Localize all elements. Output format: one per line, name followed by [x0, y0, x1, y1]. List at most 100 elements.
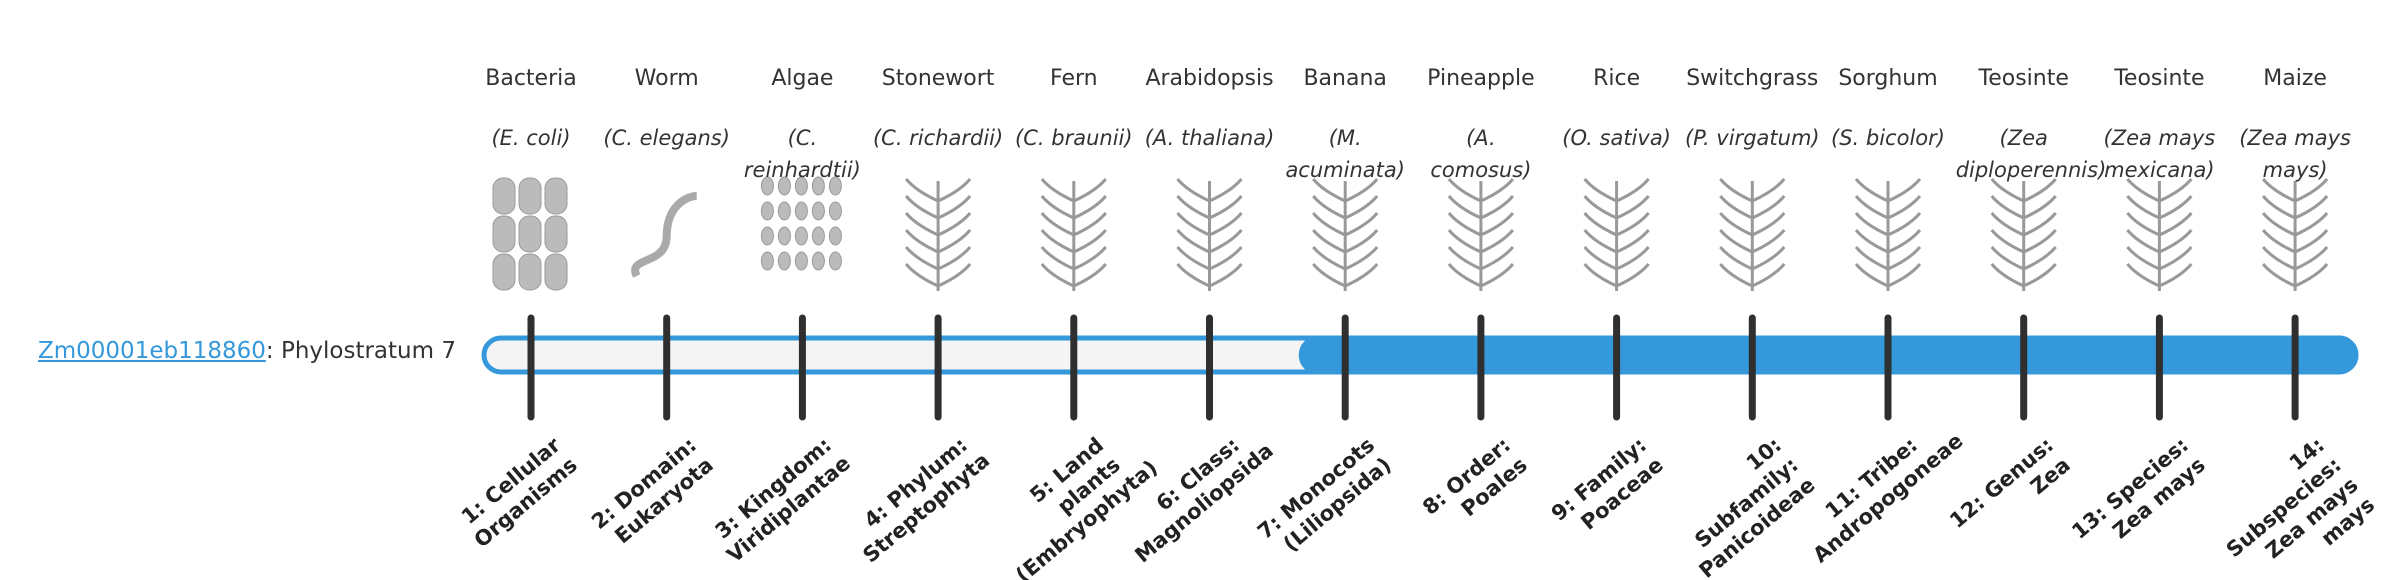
- organism-latin: (C. braunii): [1015, 126, 1133, 150]
- icon-part: [904, 246, 939, 271]
- icon-part: [2158, 246, 2193, 271]
- icon-part: [1480, 212, 1515, 237]
- organism-name: Maize: [2263, 66, 2327, 91]
- icon-part: [937, 263, 972, 288]
- icon-part: [777, 251, 791, 271]
- icon-part: [1312, 195, 1346, 220]
- icon-part: [904, 263, 939, 288]
- organism-icon: [760, 176, 842, 271]
- organism-name: Pineapple: [1427, 66, 1535, 91]
- icon-part: [1854, 263, 1889, 288]
- icon-part: [1073, 195, 1107, 220]
- icon-part: [777, 226, 791, 246]
- icon-part: [2294, 195, 2329, 220]
- icon-part: [2294, 229, 2329, 254]
- icon-part: [904, 178, 939, 203]
- organism-latin: (Zea mays mexicana): [2103, 126, 2216, 182]
- icon-part: [1447, 229, 1482, 254]
- icon-part: [2158, 195, 2193, 220]
- icon-part: [1312, 178, 1346, 203]
- organism-icon: [1447, 178, 1515, 291]
- icon-part: [1208, 229, 1243, 254]
- organism-icon: [2261, 178, 2329, 291]
- organism-name: Switchgrass: [1686, 66, 1819, 91]
- organism-latin: (O. sativa): [1562, 126, 1671, 150]
- icon-part: [1615, 263, 1650, 288]
- icon-part: [1719, 178, 1753, 203]
- icon-part: [1583, 246, 1618, 271]
- icon-part: [1854, 229, 1889, 254]
- organism-name: Stonewort: [881, 66, 995, 91]
- icon-part: [1583, 263, 1618, 288]
- icon-part: [1887, 246, 1922, 271]
- icon-part: [2294, 246, 2329, 271]
- icon-part: [937, 212, 972, 237]
- icon-part: [631, 192, 698, 278]
- organism-icon: [2126, 178, 2193, 291]
- organism-name: Banana: [1303, 66, 1387, 91]
- icon-part: [1040, 212, 1075, 237]
- icon-part: [1312, 212, 1346, 237]
- icon-part: [1040, 229, 1075, 254]
- icon-part: [1990, 229, 2025, 254]
- icon-part: [518, 253, 542, 291]
- icon-part: [1887, 195, 1922, 220]
- icon-part: [760, 251, 774, 271]
- organism-name: Bacteria: [485, 66, 577, 91]
- icon-part: [1990, 246, 2025, 271]
- icon-part: [777, 176, 791, 196]
- icon-part: [794, 176, 808, 196]
- phylostratum-prefix: : Phylostratum: [265, 338, 435, 364]
- icon-part: [760, 201, 774, 221]
- icon-part: [1990, 178, 2025, 203]
- icon-part: [1751, 229, 1786, 254]
- organism-name: Algae: [771, 66, 834, 91]
- icon-part: [1176, 178, 1211, 203]
- icon-part: [1344, 212, 1379, 237]
- icon-part: [2261, 263, 2296, 288]
- timeline-fill: [1298, 335, 2359, 375]
- icon-part: [1751, 263, 1786, 288]
- organism-name: Teosinte: [1978, 66, 2069, 91]
- icon-part: [1990, 212, 2025, 237]
- icon-part: [1751, 178, 1786, 203]
- icon-part: [2294, 178, 2329, 203]
- organism-icon: [1176, 178, 1243, 291]
- icon-part: [794, 251, 808, 271]
- organism-latin: (C. richardii): [872, 126, 1004, 150]
- icon-part: [2023, 246, 2057, 271]
- icon-part: [1615, 195, 1650, 220]
- icon-part: [828, 201, 842, 221]
- icon-part: [1344, 195, 1379, 220]
- icon-part: [1480, 263, 1515, 288]
- icon-part: [2158, 229, 2193, 254]
- organism-icon: [1719, 178, 1786, 291]
- icon-part: [1887, 263, 1922, 288]
- icon-part: [1719, 195, 1753, 220]
- icon-part: [904, 195, 939, 220]
- icon-part: [1312, 263, 1346, 288]
- organism-icon: [1990, 178, 2057, 291]
- icon-part: [1447, 246, 1482, 271]
- icon-part: [518, 177, 542, 215]
- icon-part: [1751, 195, 1786, 220]
- icon-part: [492, 253, 516, 291]
- icon-part: [1480, 178, 1515, 203]
- icon-part: [1176, 246, 1211, 271]
- gene-link[interactable]: Zm00001eb118860: [38, 338, 266, 364]
- icon-part: [1208, 212, 1243, 237]
- icon-part: [1040, 263, 1075, 288]
- icon-part: [2023, 229, 2057, 254]
- icon-part: [2158, 263, 2193, 288]
- icon-part: [1719, 212, 1753, 237]
- icon-part: [2294, 212, 2329, 237]
- icon-part: [1583, 195, 1618, 220]
- icon-part: [1583, 178, 1618, 203]
- organism-name: Worm: [634, 66, 699, 91]
- icon-part: [1887, 212, 1922, 237]
- icon-part: [2126, 178, 2161, 203]
- icon-part: [1040, 246, 1075, 271]
- icon-part: [2261, 246, 2296, 271]
- icon-part: [1344, 229, 1379, 254]
